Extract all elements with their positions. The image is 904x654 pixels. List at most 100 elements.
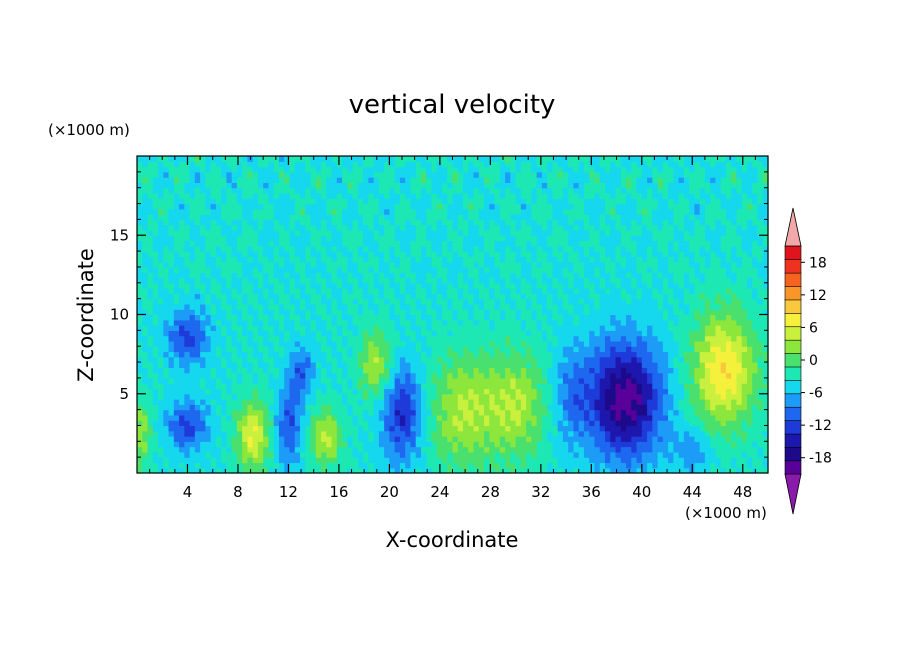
field-cell	[673, 261, 680, 268]
field-cell	[615, 383, 622, 390]
field-cell	[683, 266, 690, 273]
field-cell	[636, 457, 643, 464]
field-cell	[326, 256, 333, 263]
field-cell	[278, 298, 285, 305]
field-cell	[531, 425, 538, 432]
field-cell	[636, 446, 643, 453]
field-cell	[189, 346, 196, 353]
field-cell	[226, 362, 233, 368]
field-cell	[252, 430, 259, 437]
field-cell	[762, 351, 769, 358]
field-cell	[741, 457, 748, 464]
field-cell	[510, 303, 517, 310]
field-cell	[294, 303, 301, 310]
field-cell	[368, 425, 375, 432]
field-cell	[399, 314, 406, 321]
field-cell	[284, 372, 291, 379]
field-cell	[347, 409, 354, 416]
field-cell	[278, 309, 285, 316]
field-cell	[620, 467, 627, 474]
field-cell	[173, 346, 180, 353]
field-cell	[668, 261, 674, 268]
field-cell	[273, 298, 280, 305]
field-cell	[226, 372, 233, 379]
field-cell	[668, 319, 674, 326]
field-cell	[710, 266, 717, 273]
field-cell	[158, 362, 164, 368]
field-cell	[347, 377, 354, 384]
field-cell	[305, 425, 312, 432]
field-cell	[405, 377, 412, 384]
field-cell	[541, 467, 548, 474]
field-cell	[236, 356, 243, 363]
field-cell	[615, 425, 622, 432]
field-cell	[468, 314, 475, 321]
field-cell	[746, 436, 753, 442]
field-cell	[137, 425, 143, 432]
field-cell	[158, 446, 164, 453]
field-cell	[662, 362, 669, 368]
field-cell	[452, 404, 459, 411]
field-cell	[431, 467, 438, 474]
field-cell	[226, 282, 233, 289]
field-cell	[683, 330, 690, 337]
field-cell	[589, 414, 596, 421]
field-cell	[725, 377, 732, 384]
field-cell	[715, 446, 722, 453]
field-cell	[247, 383, 254, 390]
field-cell	[689, 420, 695, 427]
field-cell	[694, 346, 701, 353]
field-cell	[231, 346, 238, 353]
field-cell	[520, 441, 527, 448]
field-cell	[578, 383, 585, 390]
field-cell	[610, 351, 617, 358]
field-cell	[426, 414, 433, 421]
field-cell	[284, 425, 291, 432]
field-cell	[226, 277, 233, 284]
field-cell	[378, 462, 385, 469]
field-cell	[300, 346, 306, 353]
field-cell	[526, 399, 532, 405]
field-cell	[610, 303, 617, 310]
field-cell	[494, 414, 501, 421]
field-cell	[300, 309, 306, 316]
field-cell	[426, 272, 433, 279]
field-cell	[710, 256, 717, 263]
field-cell	[342, 298, 348, 305]
field-cell	[531, 325, 538, 331]
field-cell	[683, 288, 690, 294]
field-cell	[662, 446, 669, 453]
field-cell	[520, 377, 527, 384]
field-cell	[357, 420, 364, 427]
field-cell	[289, 266, 296, 273]
field-cell	[736, 335, 743, 342]
field-cell	[468, 277, 475, 284]
field-cell	[273, 346, 280, 353]
field-cell	[704, 367, 711, 374]
field-cell	[215, 451, 222, 458]
field-cell	[631, 451, 638, 458]
field-cell	[179, 420, 185, 427]
field-cell	[505, 467, 511, 474]
field-cell	[179, 367, 185, 374]
field-cell	[289, 330, 296, 337]
field-cell	[562, 377, 569, 384]
field-cell	[278, 356, 285, 363]
field-cell	[315, 441, 322, 448]
field-cell	[641, 425, 648, 432]
field-cell	[447, 414, 454, 421]
field-cell	[720, 325, 727, 331]
field-cell	[147, 319, 154, 326]
field-cell	[678, 451, 685, 458]
field-cell	[384, 388, 390, 395]
field-cell	[300, 266, 306, 273]
field-cell	[694, 425, 701, 432]
field-cell	[357, 330, 364, 337]
field-cell	[489, 346, 496, 353]
field-cell	[599, 351, 606, 358]
field-cell	[168, 330, 175, 337]
field-cell	[673, 293, 680, 300]
field-cell	[762, 446, 769, 453]
field-cell	[599, 303, 606, 310]
field-cell	[547, 293, 554, 300]
